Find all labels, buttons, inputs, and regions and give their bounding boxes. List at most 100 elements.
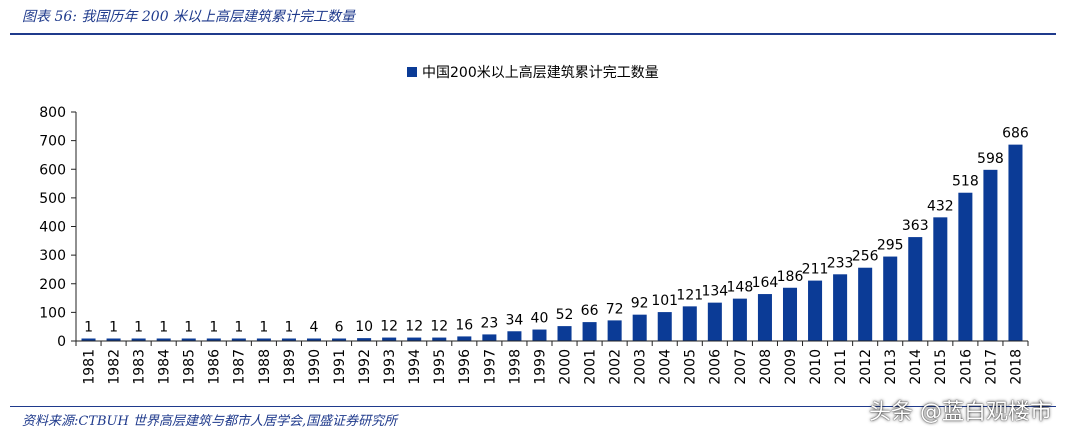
data-label: 164	[752, 275, 779, 291]
bar	[983, 169, 998, 341]
legend-swatch	[407, 67, 417, 77]
data-label: 101	[651, 293, 678, 309]
bar	[432, 337, 447, 341]
bar	[782, 287, 798, 341]
bar	[181, 338, 196, 341]
bar	[933, 217, 948, 341]
bar	[482, 334, 497, 341]
data-label: 148	[727, 280, 754, 296]
data-label: 1	[159, 320, 168, 336]
bar	[908, 237, 923, 341]
data-label: 134	[701, 284, 728, 300]
bar	[883, 256, 898, 341]
data-label: 1	[84, 320, 93, 336]
x-tick-label: 1981	[81, 349, 97, 385]
data-label: 66	[581, 303, 599, 319]
footer-rule	[10, 406, 1056, 407]
data-label: 363	[902, 218, 929, 234]
bar	[357, 338, 372, 341]
y-tick-label: 100	[39, 305, 66, 321]
x-tick-label: 1993	[382, 349, 398, 385]
x-tick-label: 2010	[808, 349, 824, 385]
x-tick-label: 2016	[958, 349, 974, 385]
x-axis: 1981 1982 1983 1984 1985 1986 1987 1988 1989 1990…	[75, 340, 1029, 385]
x-tick-label: 1990	[307, 349, 323, 385]
x-tick-label: 2018	[1008, 349, 1024, 385]
x-tick-label: 2005	[683, 349, 699, 385]
bar	[206, 338, 221, 341]
x-tick-label: 1994	[407, 349, 423, 385]
x-tick-label: 2002	[608, 349, 624, 385]
watermark: 头条 @蓝白观楼市	[869, 400, 1052, 425]
y-tick-label: 0	[57, 334, 66, 350]
bar	[607, 320, 622, 341]
y-axis: 0 100 200 300 400 500 600 700 800	[39, 105, 77, 350]
bar-chart: 中国200米以上高层建筑累计完工数量 0 100 200 300 400 500 600 70…	[39, 64, 1029, 385]
bar	[457, 336, 472, 341]
data-label: 92	[631, 296, 649, 312]
x-tick-label: 1985	[182, 349, 198, 385]
y-tick-label: 300	[39, 248, 66, 264]
data-label: 518	[952, 174, 979, 190]
data-label: 1	[284, 320, 293, 336]
x-tick-label: 2000	[557, 349, 573, 385]
data-label: 598	[977, 151, 1004, 167]
data-label: 295	[877, 238, 904, 254]
x-tick-label: 2008	[758, 349, 774, 385]
bar	[407, 337, 422, 341]
data-label: 12	[380, 319, 398, 335]
y-tick-label: 700	[39, 134, 66, 150]
bar	[632, 314, 647, 341]
x-tick-label: 1999	[532, 349, 548, 385]
data-label: 23	[480, 315, 498, 331]
x-tick-label: 2015	[933, 349, 949, 385]
data-label: 34	[506, 312, 524, 328]
bar	[1008, 144, 1023, 341]
x-tick-label: 2001	[582, 349, 598, 385]
data-label: 211	[802, 262, 829, 278]
x-tick-label: 2003	[633, 349, 649, 385]
y-tick-label: 400	[39, 220, 66, 236]
data-label: 121	[676, 287, 703, 303]
data-label: 16	[455, 317, 473, 333]
bar	[557, 326, 572, 341]
bar	[106, 338, 121, 341]
y-tick-label: 200	[39, 277, 66, 293]
bar	[958, 192, 973, 341]
data-label: 52	[556, 307, 574, 323]
x-tick-label: 2007	[733, 349, 749, 385]
legend: 中国200米以上高层建筑累计完工数量	[407, 64, 659, 81]
bar	[131, 338, 146, 341]
bar	[682, 306, 697, 341]
data-label: 4	[310, 320, 319, 336]
data-label: 686	[1002, 126, 1029, 142]
x-tick-label: 2011	[833, 349, 849, 385]
data-label: 72	[606, 301, 624, 317]
x-tick-label: 1996	[457, 349, 473, 385]
bar	[732, 298, 747, 341]
x-tick-label: 1989	[282, 349, 298, 385]
bar	[808, 280, 823, 341]
bar	[306, 338, 322, 341]
x-tick-label: 1992	[357, 349, 373, 385]
bar	[707, 302, 722, 341]
x-tick-label: 1987	[232, 349, 248, 385]
data-label: 256	[852, 249, 879, 265]
bars	[81, 144, 1023, 341]
x-tick-label: 1982	[106, 349, 122, 385]
data-label: 40	[531, 311, 549, 327]
y-tick-label: 800	[39, 105, 66, 121]
header-rule	[10, 33, 1056, 35]
x-tick-label: 2006	[708, 349, 724, 385]
x-tick-label: 1991	[332, 349, 348, 385]
data-label: 1	[109, 320, 118, 336]
bar	[256, 338, 271, 341]
x-tick-label: 1998	[507, 349, 523, 385]
bar	[757, 294, 772, 341]
data-label: 12	[430, 319, 448, 335]
bar	[231, 338, 246, 341]
x-tick-label: 2012	[858, 349, 874, 385]
x-tick-label: 1997	[482, 349, 498, 385]
data-label: 1	[259, 320, 268, 336]
y-tick-label: 500	[39, 191, 66, 207]
